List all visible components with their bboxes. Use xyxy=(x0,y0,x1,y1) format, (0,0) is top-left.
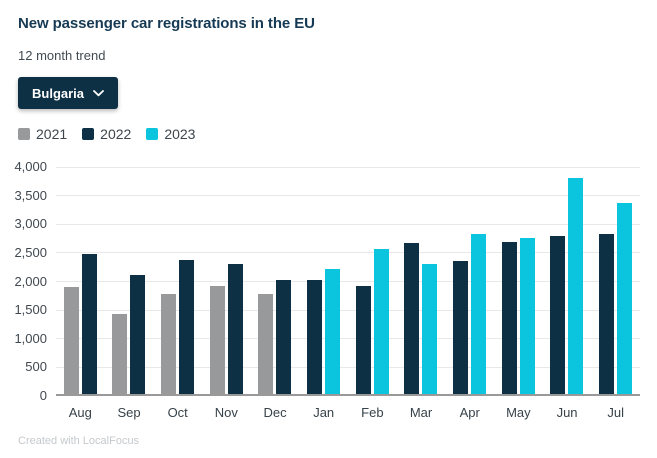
y-axis: 0 500 1,000 1,500 2,000 2,500 3,000 3,500 4,000 xyxy=(14,159,56,403)
bars-row xyxy=(56,167,640,396)
x-axis-label: Mar xyxy=(409,405,433,420)
gridline xyxy=(56,166,640,168)
x-axis-labels: Aug Sep Oct Nov Dec Jan Feb Mar Apr May Jun Jul xyxy=(56,405,640,421)
bar-2022-may xyxy=(501,242,517,396)
legend-label: 2021 xyxy=(36,126,68,142)
legend-swatch xyxy=(82,128,95,140)
bar-2023-may xyxy=(519,238,535,396)
credit-text: Created with LocalFocus xyxy=(18,435,140,447)
plot-area xyxy=(56,166,640,396)
country-dropdown-label: Bulgaria xyxy=(32,85,85,101)
bar-group-apr xyxy=(453,167,487,396)
legend-label: 2022 xyxy=(100,126,132,142)
y-axis-tick-label: 1,500 xyxy=(14,302,47,318)
y-axis-tick-label: 4,000 xyxy=(14,159,47,174)
bar-2022-apr xyxy=(453,261,469,396)
chevron-down-icon xyxy=(93,89,104,96)
bar-group-aug xyxy=(63,167,97,396)
bar-group-jan xyxy=(307,167,341,396)
gridline xyxy=(56,309,640,311)
gridline xyxy=(56,366,640,368)
y-axis-tick-label: 2,500 xyxy=(14,244,47,260)
bar-2021-sep xyxy=(112,314,128,396)
legend-item-2021: 2021 xyxy=(18,126,67,142)
bar-group-jun xyxy=(550,167,584,396)
bar-group-sep xyxy=(112,167,146,396)
bar-2022-jan xyxy=(307,279,323,396)
x-axis-label: Oct xyxy=(167,405,188,420)
bar-2023-jun xyxy=(568,178,584,396)
x-axis-label: Jan xyxy=(313,405,335,420)
legend-item-2022: 2022 xyxy=(82,126,131,142)
legend-item-2023: 2023 xyxy=(146,126,195,142)
bar-group-oct xyxy=(161,167,195,396)
legend-label: 2023 xyxy=(164,126,196,142)
bar-group-jul xyxy=(599,167,633,396)
bar-2022-oct xyxy=(179,259,195,396)
bar-group-nov xyxy=(209,167,243,396)
y-axis-tick-label: 2,000 xyxy=(14,273,47,289)
x-axis-label: Dec xyxy=(263,405,287,420)
bar-2023-jan xyxy=(325,268,341,396)
page-title: New passenger car registrations in the E… xyxy=(18,15,315,32)
gridline xyxy=(56,281,640,282)
bar-2022-aug xyxy=(81,254,97,396)
x-axis-label: Jun xyxy=(556,405,578,420)
y-axis-tick-label: 500 xyxy=(25,359,47,375)
bar-2023-apr xyxy=(471,233,487,396)
bar-2022-nov xyxy=(227,263,243,396)
x-axis-label: Jul xyxy=(607,405,625,420)
bar-2022-dec xyxy=(276,280,292,396)
chart-subtitle: 12 month trend xyxy=(18,48,106,63)
bar-2022-feb xyxy=(355,285,371,396)
bar-2022-sep xyxy=(130,274,146,396)
x-axis-label: May xyxy=(506,405,531,420)
country-dropdown[interactable]: Bulgaria xyxy=(18,77,119,109)
gridline xyxy=(56,252,640,254)
legend-swatch xyxy=(18,128,30,140)
x-axis-label: Nov xyxy=(214,405,238,420)
y-axis-tick-label: 3,000 xyxy=(14,216,47,232)
x-axis-label: Apr xyxy=(459,405,480,420)
bar-2021-dec xyxy=(258,294,274,396)
bar-group-mar xyxy=(404,167,438,396)
y-axis-tick-label: 0 xyxy=(39,388,47,403)
plot-wrap: Aug Sep Oct Nov Dec Jan Feb Mar Apr May Jun Jul xyxy=(56,166,640,421)
bar-2021-nov xyxy=(209,286,225,396)
bar-2021-oct xyxy=(161,293,177,396)
x-axis-label: Sep xyxy=(117,405,141,420)
bar-2021-aug xyxy=(63,287,79,396)
chart-legend: 2021 2022 2023 xyxy=(18,126,640,142)
bar-2022-jun xyxy=(550,235,566,396)
y-axis-tick-label: 3,500 xyxy=(14,187,47,203)
bar-group-may xyxy=(501,167,535,396)
bar-group-dec xyxy=(258,167,292,396)
bar-chart: 0 500 1,000 1,500 2,000 2,500 3,000 3,500 4,000 … xyxy=(14,159,640,421)
gridline xyxy=(56,338,640,340)
bar-group-feb xyxy=(355,167,389,396)
bar-2022-mar xyxy=(404,242,420,396)
x-axis-label: Aug xyxy=(68,405,92,420)
bar-2023-feb xyxy=(373,248,389,396)
bar-2023-mar xyxy=(422,264,438,396)
gridline xyxy=(56,223,640,225)
bar-2023-jul xyxy=(617,202,633,396)
x-axis-line xyxy=(56,394,640,396)
legend-swatch xyxy=(146,128,159,140)
y-axis-tick-label: 1,000 xyxy=(14,330,47,346)
gridline xyxy=(56,195,640,197)
bar-2022-jul xyxy=(599,233,615,396)
x-axis-label: Feb xyxy=(361,405,384,420)
